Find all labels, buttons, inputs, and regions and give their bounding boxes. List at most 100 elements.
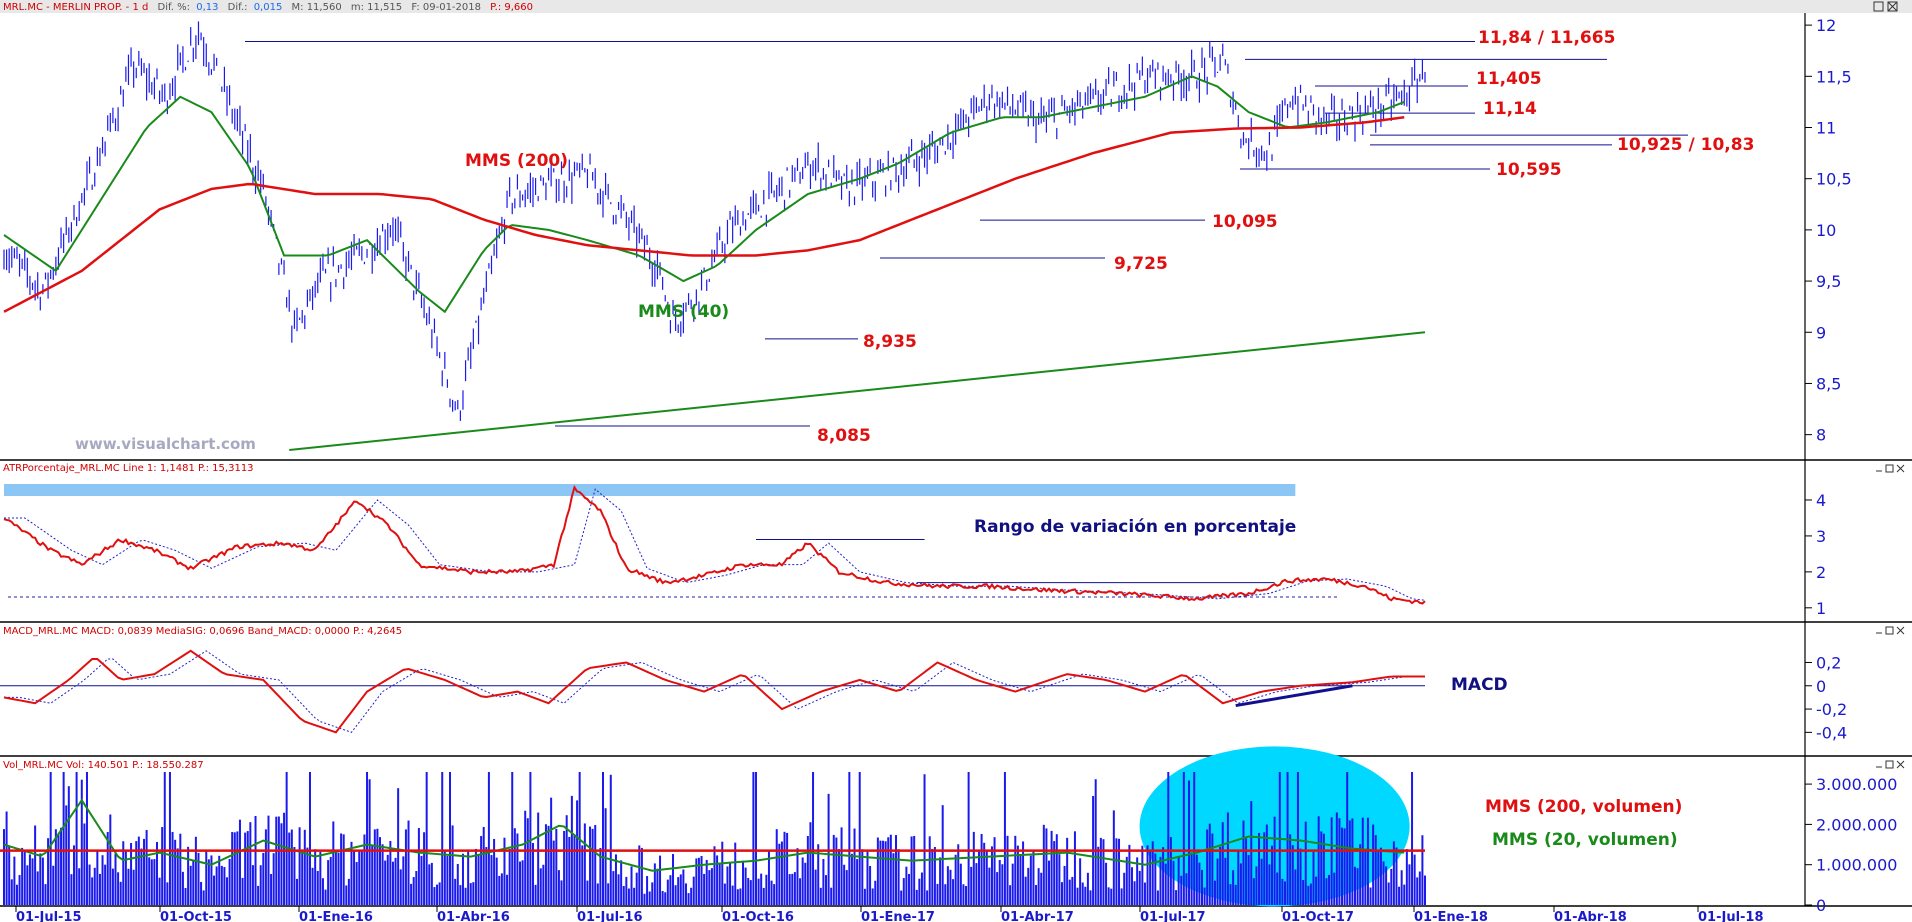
level-label-8935: 8,935 [863, 332, 917, 352]
volume-bar [907, 873, 910, 905]
volume-bar [653, 863, 656, 905]
volume-bar [835, 837, 838, 905]
macd-ytick-label: -0,4 [1816, 723, 1847, 742]
volume-bar [895, 835, 898, 905]
volume-bar [257, 885, 260, 905]
volume-bar [132, 869, 135, 905]
volume-bar [1296, 772, 1299, 905]
macd-window-controls[interactable] [1876, 626, 1905, 635]
volume-bar [576, 800, 579, 905]
volume-bar [1195, 854, 1198, 905]
volume-bar [1333, 872, 1336, 905]
volume-bar [599, 847, 602, 905]
volume-bar [708, 870, 711, 905]
volume-bar [1182, 772, 1185, 905]
volume-bar [148, 857, 151, 905]
volume-bar [213, 875, 216, 905]
atr-window-controls[interactable] [1876, 464, 1905, 473]
volume-bar [625, 876, 628, 905]
vol-window-controls[interactable] [1876, 760, 1905, 769]
volume-bar [3, 829, 5, 905]
volume-bar [1374, 835, 1377, 905]
volume-bar [638, 845, 641, 905]
volume-bar [747, 877, 750, 905]
volume-bar [1042, 824, 1045, 905]
volume-bar [36, 871, 39, 905]
volume-bar [703, 873, 706, 905]
volume-bar [1167, 772, 1170, 905]
volume-bar [1027, 867, 1030, 905]
volume-bar [700, 855, 703, 905]
volume-bar [1356, 868, 1359, 905]
volume-bar [1377, 851, 1380, 905]
volume-bar [272, 853, 275, 905]
volume-bar [1416, 877, 1419, 905]
volume-bar [1154, 853, 1157, 905]
volume-bar [1224, 857, 1227, 905]
volume-bar [220, 865, 223, 905]
volume-bar [837, 849, 840, 905]
volume-bar [1237, 850, 1240, 905]
volume-bar [1112, 810, 1115, 905]
volume-bar [340, 833, 343, 905]
volume-bar [150, 859, 153, 905]
volume-bar [402, 856, 405, 905]
volume-bar [181, 871, 184, 905]
xtick-label: 01-Jul-16 [577, 910, 643, 922]
volume-bar [161, 827, 164, 905]
volume-bar [677, 877, 680, 905]
price-ytick-label: 12 [1816, 16, 1836, 35]
volume-bar [568, 836, 571, 905]
price-ytick-label: 11 [1816, 119, 1836, 138]
volume-bar [850, 853, 853, 905]
volume-bar [1138, 870, 1141, 905]
volume-bar [544, 824, 547, 905]
volume-bar [1006, 835, 1009, 905]
volume-bar [770, 880, 773, 905]
volume-bar [760, 873, 763, 905]
macd-label: MACD [1451, 675, 1508, 695]
volume-bar [1252, 878, 1255, 905]
volume-bar [661, 891, 664, 905]
volume-bar [832, 834, 835, 905]
volume-bar [1330, 817, 1333, 905]
sma40-line [3, 75, 1405, 314]
volume-bar [1335, 812, 1338, 905]
volume-bar [923, 774, 926, 905]
volume-bar [378, 837, 381, 905]
volume-bar [503, 837, 506, 905]
volume-bar [977, 849, 980, 905]
volume-bar [614, 854, 617, 905]
volume-bar [560, 880, 563, 905]
volume-bar [1258, 832, 1261, 905]
volume-bar [267, 815, 270, 905]
volume-bar [404, 829, 407, 905]
volume-bar [1229, 884, 1232, 905]
volume-bar [10, 879, 13, 905]
window-controls[interactable] [1873, 1, 1898, 12]
volume-bar [1250, 801, 1253, 905]
volume-bar [436, 884, 439, 905]
volume-bar [586, 880, 589, 905]
volume-bar [1102, 839, 1105, 905]
volume-bar [957, 844, 960, 905]
volume-bar [1143, 882, 1146, 905]
volume-bar [1022, 841, 1025, 905]
volume-bar [1193, 772, 1196, 905]
volume-bar [967, 772, 970, 905]
price-ytick-label: 8 [1816, 426, 1826, 445]
volume-bar [384, 860, 387, 905]
volume-bar [996, 872, 999, 905]
volume-bar [519, 861, 522, 905]
volume-bar [617, 874, 620, 905]
volume-bar [347, 878, 350, 905]
volume-bar [251, 865, 254, 905]
volume-bar [1379, 847, 1382, 905]
volume-bar [1424, 875, 1426, 905]
volume-bar [303, 829, 306, 905]
volume-bar [1338, 818, 1341, 905]
atr-line [3, 484, 1426, 605]
volume-bar [1341, 827, 1344, 905]
volume-bar [228, 859, 231, 905]
